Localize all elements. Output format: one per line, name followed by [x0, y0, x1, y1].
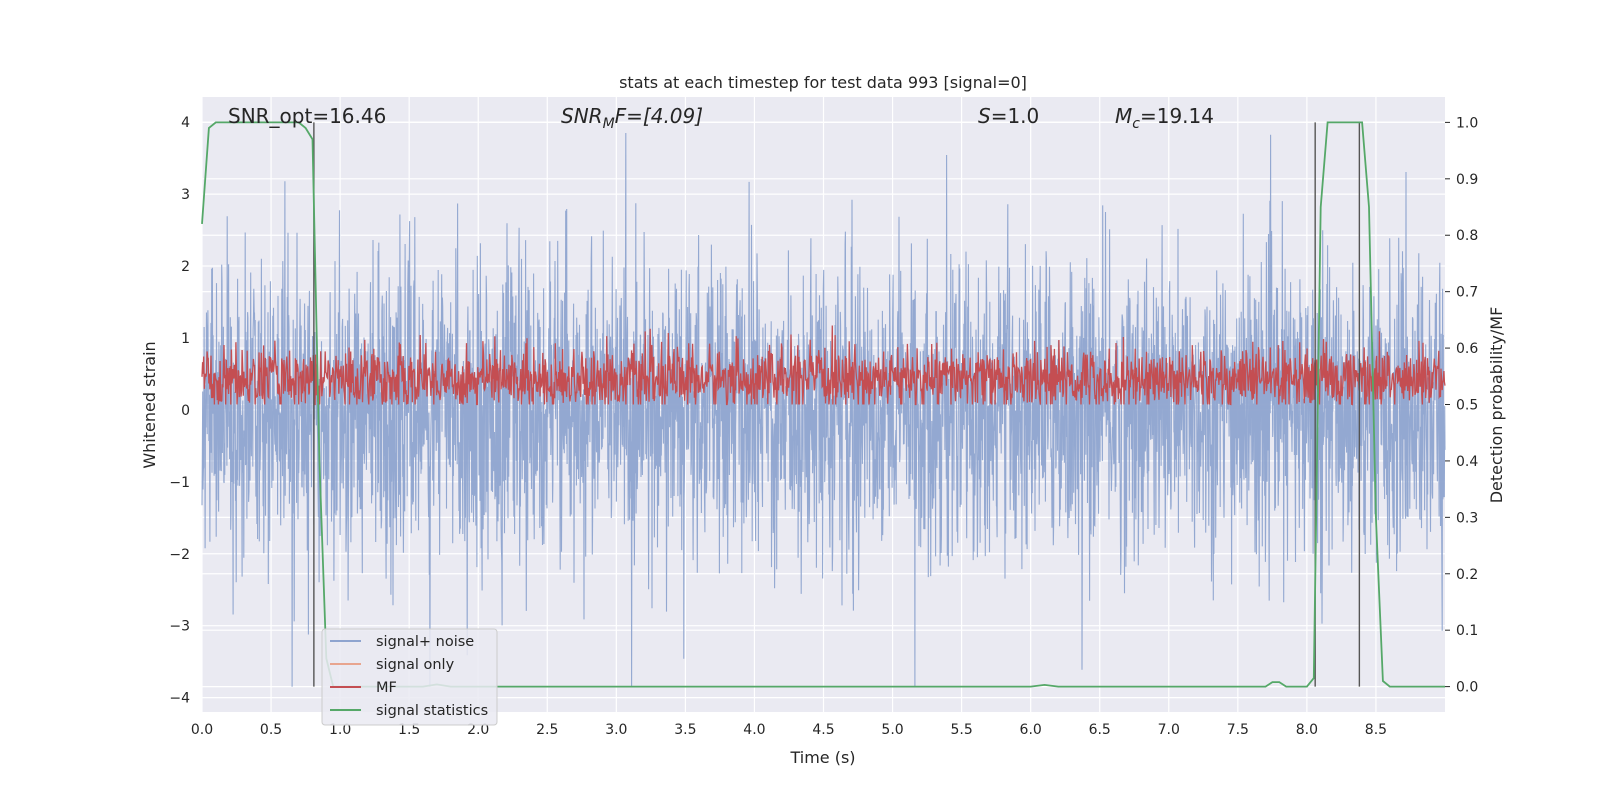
x-tick-label: 4.5: [812, 722, 834, 738]
y2-tick-label: 0.1: [1456, 623, 1478, 639]
legend-label: signal only: [376, 657, 455, 673]
annotation-s: S=1.0: [978, 104, 1039, 128]
y2-tick-label: 0.6: [1456, 341, 1478, 357]
signal-statistics-series: [201, 121, 1445, 688]
y-tick-label: −1: [169, 475, 190, 491]
x-tick-label: 4.0: [743, 722, 765, 738]
x-tick-label: 6.0: [1020, 722, 1042, 738]
x-axis-label: Time (s): [789, 748, 855, 767]
y-tick-labels: 4 3 2 1 0 −1 −2 −3 −4: [169, 115, 190, 706]
x-tick-label: 5.5: [950, 722, 972, 738]
y-tick-label: −3: [169, 619, 190, 635]
y2-tick-label: 0.2: [1456, 567, 1478, 583]
y-tick-label: 0: [181, 403, 190, 419]
legend-box: [321, 628, 498, 726]
y2-axis-label: Detection probability/MF: [1487, 307, 1506, 504]
y-axis-label: Whitened strain: [140, 341, 159, 468]
y-tick-label: 4: [181, 115, 190, 131]
annotation-snr-mf: SNRMF=[4.09]: [561, 104, 703, 132]
x-tick-label: 1.5: [398, 722, 420, 738]
mf-series: [201, 325, 1446, 406]
x-tick-label: 1.0: [329, 722, 351, 738]
legend-label: signal+ noise: [376, 634, 474, 650]
y-tick-label: −2: [169, 547, 190, 563]
y-tick-label: 3: [181, 187, 190, 203]
x-tick-label: 8.5: [1365, 722, 1387, 738]
mf-line: [201, 325, 1446, 406]
y2-tick-label: 0.4: [1456, 454, 1478, 470]
x-tick-label: 6.5: [1089, 722, 1111, 738]
legend-label: MF: [376, 680, 397, 696]
y2-tick-label: 0.9: [1456, 172, 1478, 188]
y2-tick-label: 0.5: [1456, 398, 1478, 414]
legend-label: signal statistics: [376, 703, 488, 719]
x-tick-label: 8.0: [1296, 722, 1318, 738]
signal-noise-series: [201, 132, 1446, 687]
y-tick-label: −4: [169, 691, 190, 707]
x-tick-label: 0.0: [191, 722, 213, 738]
y2-tick-label: 0.8: [1456, 228, 1478, 244]
annotation-mc: Mc=19.14: [1115, 104, 1214, 132]
chart-title: stats at each timestep for test data 993…: [619, 73, 1027, 92]
signal-statistics-line: [201, 121, 1445, 688]
y-tick-label: 1: [181, 331, 190, 347]
x-tick-label: 0.5: [260, 722, 282, 738]
annotation-snr-opt: SNR_opt=16.46: [228, 104, 386, 128]
y2-tick-labels: 1.0 0.9 0.8 0.7 0.6 0.5 0.4 0.3 0.2 0.1 0.0: [1445, 115, 1478, 696]
legend: signal+ noise signal only MF signal statist…: [321, 628, 498, 726]
y2-tick-label: 0.0: [1456, 680, 1478, 696]
y2-tick-label: 1.0: [1456, 115, 1478, 131]
signal-noise-line: [201, 132, 1446, 687]
y-tick-label: 2: [181, 259, 190, 275]
x-tick-label: 3.0: [605, 722, 627, 738]
x-tick-label: 2.0: [467, 722, 489, 738]
x-tick-labels: 0.0 0.5 1.0 1.5 2.0 2.5 3.0 3.5 4.0 4.5 5.0 5.5 6.0 6…: [191, 722, 1387, 738]
x-tick-label: 5.0: [881, 722, 903, 738]
x-tick-label: 7.5: [1227, 722, 1249, 738]
y2-tick-label: 0.7: [1456, 285, 1478, 301]
x-tick-label: 2.5: [536, 722, 558, 738]
x-tick-label: 3.5: [674, 722, 696, 738]
y2-tick-label: 0.3: [1456, 510, 1478, 526]
x-tick-label: 7.0: [1158, 722, 1180, 738]
